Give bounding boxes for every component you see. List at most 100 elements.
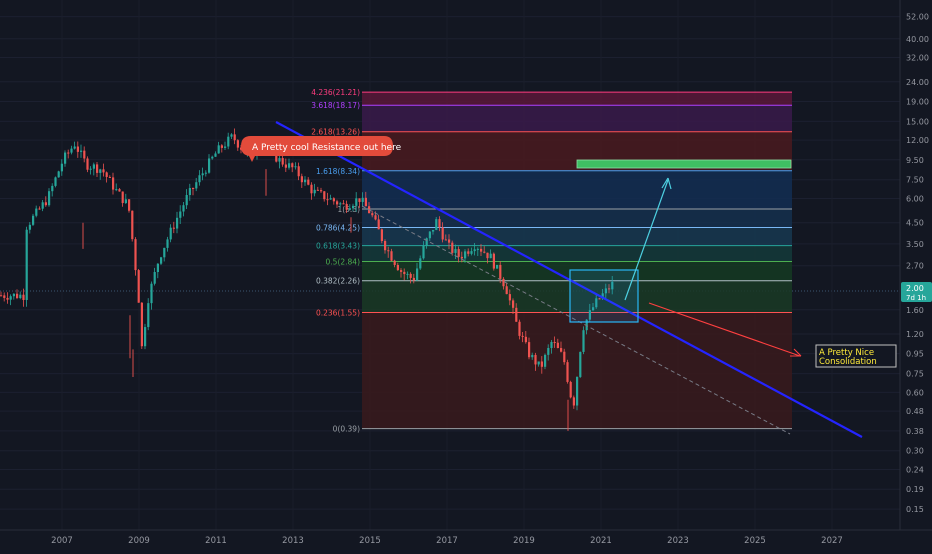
price-tick-label: 52.00 [906, 13, 929, 22]
candle [294, 166, 297, 168]
candle [214, 153, 217, 157]
candle [179, 211, 182, 218]
candle [396, 264, 399, 271]
candle [204, 172, 207, 174]
fib-level-label: 0(0.39) [333, 425, 360, 434]
resistance-label: A Pretty cool Resistance out here [252, 143, 402, 153]
candle [115, 189, 118, 191]
price-tick-label: 0.24 [906, 466, 924, 475]
candle [441, 227, 444, 240]
candle [537, 361, 540, 365]
candle [377, 219, 380, 230]
candle [544, 354, 547, 367]
candle [288, 163, 291, 168]
fib-zone [362, 312, 792, 429]
candle [188, 188, 191, 196]
candle [451, 242, 454, 253]
candle [342, 203, 345, 205]
candle [556, 342, 559, 349]
candle [534, 354, 537, 365]
candle [521, 335, 524, 337]
price-tick-label: 0.48 [906, 407, 924, 416]
candle [217, 145, 220, 154]
candle [361, 197, 364, 202]
candle [281, 158, 284, 165]
candle [153, 272, 156, 284]
candle [444, 239, 447, 241]
candle [448, 239, 451, 243]
candle [419, 258, 422, 269]
candle [9, 296, 12, 300]
candle [25, 229, 28, 300]
candle [0, 295, 3, 297]
candle [364, 197, 367, 207]
candle [307, 179, 310, 185]
price-tick-label: 4.50 [906, 219, 924, 228]
bullish-arrow[interactable] [624, 179, 669, 301]
candle [166, 239, 169, 248]
bearish-arrow-head [790, 348, 802, 357]
bar-countdown-label: 7d 1h [906, 294, 926, 302]
downtrend-line[interactable] [275, 121, 863, 438]
candle [41, 202, 44, 209]
candle [48, 191, 51, 206]
candle [300, 176, 303, 183]
candle [595, 298, 598, 308]
candle [102, 169, 105, 173]
candle [345, 203, 348, 210]
candle [473, 249, 476, 252]
resistance-callout[interactable]: A Pretty cool Resistance out here [241, 136, 402, 162]
candle [502, 278, 505, 287]
fib-level-label: 0.5(2.84) [326, 257, 361, 266]
candle [515, 307, 518, 322]
price-tick-label: 0.19 [906, 485, 924, 494]
candle [147, 303, 150, 328]
candle [467, 251, 470, 254]
candle [140, 302, 143, 347]
candle [32, 215, 35, 225]
candle [236, 140, 239, 148]
drawings-layer[interactable] [275, 121, 863, 438]
candle [137, 270, 140, 303]
candle [118, 189, 121, 192]
time-tick-label: 2011 [205, 536, 227, 546]
candle [352, 205, 355, 209]
candle [160, 257, 163, 264]
candle [588, 310, 591, 320]
candle [585, 319, 588, 331]
candle [185, 195, 188, 206]
candle [220, 145, 223, 148]
fib-trend-line[interactable] [361, 205, 791, 435]
consolidation-box[interactable] [569, 269, 639, 323]
time-tick-label: 2019 [513, 536, 535, 546]
candle [19, 294, 22, 299]
candle [73, 146, 76, 149]
price-tick-label: 32.00 [906, 54, 929, 63]
candle [422, 245, 425, 259]
price-axis[interactable]: 52.00 40.00 32.00 24.00 19.00 15.00 12.00 9.50 7… [899, 0, 929, 530]
fib-zone [362, 261, 792, 281]
price-tick-label: 15.00 [906, 117, 929, 126]
candle [134, 239, 137, 271]
price-tick-label: 2.70 [906, 262, 924, 271]
price-tick-label: 6.00 [906, 194, 924, 203]
candle [12, 293, 15, 297]
target-zone[interactable] [576, 159, 792, 169]
bearish-arrow[interactable] [648, 302, 801, 357]
price-tick-label: 0.15 [906, 505, 924, 514]
consolidation-note[interactable]: A Pretty Nice Consolidation [815, 344, 897, 368]
candle [108, 176, 111, 178]
candle [476, 248, 479, 250]
price-tick-label: 9.50 [906, 156, 924, 165]
candle [208, 158, 211, 173]
candle [76, 146, 79, 152]
time-axis[interactable]: 2007 2009 2011 2013 2015 2017 2019 2021 2023 2025… [0, 529, 932, 546]
candle [611, 281, 614, 290]
price-tick-label: 0.30 [906, 447, 924, 456]
price-tick-label: 1.60 [906, 306, 924, 315]
consolidation-label-line2: Consolidation [819, 357, 877, 367]
candle [512, 300, 515, 308]
candle [51, 185, 54, 192]
